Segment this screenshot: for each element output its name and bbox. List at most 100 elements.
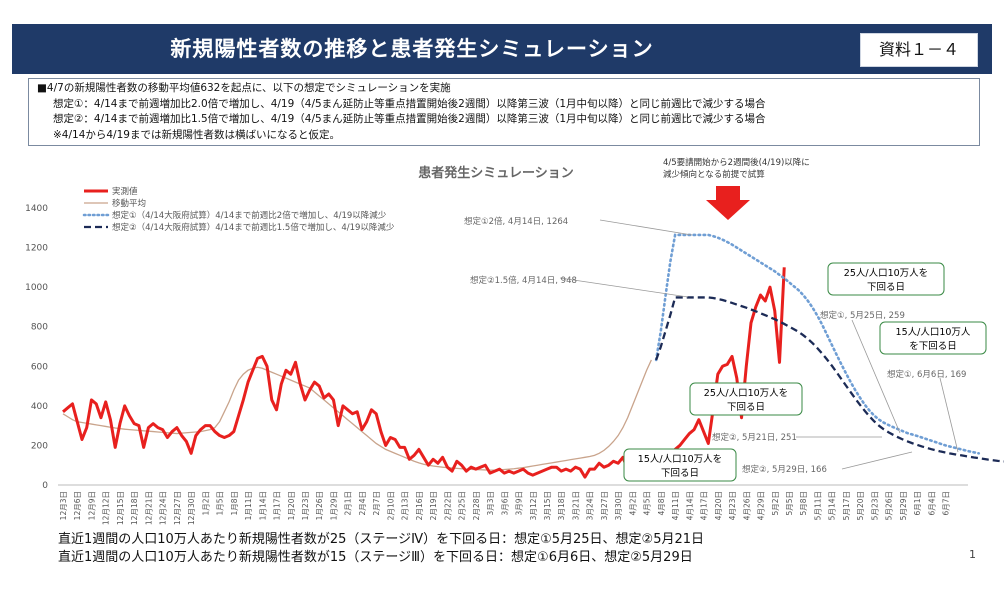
- x-tick-label: 3月6日: [500, 491, 509, 516]
- y-tick-label: 600: [31, 362, 48, 372]
- label-s1-25: 想定①, 5月25日, 259: [820, 310, 905, 321]
- callout-s1-15-line1: 15人/人口10万人: [896, 327, 971, 338]
- x-tick-label: 12月18日: [130, 491, 139, 525]
- down-arrow-icon: [706, 186, 750, 220]
- y-tick-label: 1400: [25, 204, 48, 214]
- x-tick-label: 5月8日: [799, 491, 808, 516]
- note-line: 想定②：4/14まで前週増加比1.5倍で増加し、4/19（4/5まん延防止等重点…: [53, 113, 766, 125]
- x-tick-label: 1月20日: [287, 491, 296, 520]
- note-line: ※4/14から4/19までは新規陽性者数は横ばいになると仮定。: [53, 128, 340, 141]
- x-tick-label: 4月29日: [757, 491, 766, 520]
- x-tick-label: 2月28日: [472, 491, 481, 520]
- x-tick-label: 5月14日: [828, 491, 837, 520]
- x-tick-label: 1月8日: [230, 491, 239, 516]
- actual-cases-line: [62, 267, 786, 479]
- x-tick-label: 2月22日: [443, 491, 452, 520]
- annotation-leaders: [559, 219, 959, 470]
- arrow-note-line2: 減少傾向となる前提で試算: [663, 169, 765, 180]
- leader-s1-15: [939, 377, 959, 453]
- legend-label-actual: 実測値: [112, 186, 138, 197]
- x-tick-label: 2月16日: [415, 491, 424, 520]
- callout-s2-25-line2: 下回る日: [727, 402, 765, 413]
- legend-label-moving-average: 移動平均: [112, 198, 146, 209]
- callout-s1-25-line1: 25人/人口10万人を: [844, 268, 928, 279]
- footer-summary: 直近1週間の人口10万人あたり新規陽性者数が25（ステージⅣ）を下回る日：想定①…: [58, 531, 704, 567]
- x-tick-label: 5月20日: [856, 491, 865, 520]
- x-tick-label: 3月3日: [486, 491, 495, 516]
- x-tick-label: 1月17日: [273, 491, 282, 520]
- callout-s1-15-line2: を下回る日: [909, 341, 957, 352]
- x-tick-label: 1月29日: [329, 491, 338, 520]
- x-tick-label: 3月9日: [515, 491, 524, 516]
- y-tick-label: 1000: [25, 283, 48, 293]
- scenario1-line: [654, 233, 981, 455]
- x-tick-label: 4月17日: [700, 491, 709, 520]
- x-tick-label: 3月21日: [571, 491, 580, 520]
- x-tick-label: 1月11日: [244, 491, 253, 520]
- x-tick-label: 4月26日: [742, 491, 751, 520]
- title-bar: 新規陽性者数の推移と患者発生シミュレーション 資料１－４: [12, 24, 992, 74]
- x-tick-label: 3月27日: [600, 491, 609, 520]
- x-tick-label: 5月29日: [899, 491, 908, 520]
- x-tick-label: 4月8日: [657, 491, 666, 516]
- x-tick-label: 6月7日: [942, 491, 951, 516]
- label-s2-15: 想定②, 5月29日, 166: [742, 464, 827, 475]
- x-tick-label: 1月23日: [301, 491, 310, 520]
- leader-peak1: [599, 219, 693, 236]
- y-axis-ticks: 0 200 400 600 800 1000 1200 1400: [25, 204, 48, 491]
- note-line: 想定①：4/14まで前週増加比2.0倍で増加し、4/19（4/5まん延防止等重点…: [53, 97, 766, 110]
- label-s2-25: 想定②, 5月21日, 251: [712, 432, 797, 443]
- x-tick-label: 12月3日: [59, 491, 68, 520]
- x-tick-label: 1月26日: [315, 491, 324, 520]
- legend-label-scenario2: 想定②（4/14大阪府試算）4/14まで前週比1.5倍で増加し、4/19以降減少: [112, 222, 395, 233]
- leader-s1-25: [851, 319, 901, 434]
- callout-s1-15: 15人/人口10万人 を下回る日: [879, 321, 987, 355]
- page-number: 1: [969, 548, 976, 561]
- chart-title: 患者発生シミュレーション: [418, 165, 573, 181]
- footer-line-stage4: 直近1週間の人口10万人あたり新規陽性者数が25（ステージⅣ）を下回る日：想定①…: [58, 532, 705, 547]
- label-peak1: 想定①2倍, 4月14日, 1264: [464, 216, 568, 227]
- x-tick-label: 2月4日: [358, 491, 367, 516]
- x-tick-label: 2月7日: [372, 491, 381, 516]
- leader-peak2: [559, 277, 689, 298]
- x-tick-label: 12月9日: [87, 491, 96, 520]
- moving-average-line: [62, 359, 652, 471]
- document-label: 資料１－４: [860, 33, 978, 67]
- callout-s1-25-line2: 下回る日: [867, 282, 905, 293]
- x-tick-label: 2月13日: [401, 491, 410, 520]
- x-tick-label: 3月12日: [529, 491, 538, 520]
- x-tick-label: 4月2日: [628, 491, 637, 516]
- label-s1-15: 想定①, 6月6日, 169: [887, 369, 966, 380]
- x-tick-label: 6月4日: [927, 491, 936, 516]
- x-tick-label: 12月27日: [173, 491, 182, 525]
- x-tick-label: 2月25日: [458, 491, 467, 520]
- y-tick-label: 1200: [25, 244, 48, 254]
- x-tick-label: 5月23日: [870, 491, 879, 520]
- x-tick-label: 12月6日: [73, 491, 82, 520]
- callout-s2-25-line1: 25人/人口10万人を: [704, 388, 788, 399]
- x-tick-label: 1月14日: [258, 491, 267, 520]
- x-tick-label: 12月12日: [102, 491, 111, 525]
- legend-label-scenario1: 想定①（4/14大阪府試算）4/14まで前週比2倍で増加し、4/19以降減少: [112, 210, 387, 221]
- y-tick-label: 800: [31, 323, 48, 333]
- x-tick-label: 12月21日: [144, 491, 153, 525]
- x-tick-label: 4月23日: [728, 491, 737, 520]
- callout-s2-25: 25人/人口10万人を 下回る日: [689, 382, 803, 416]
- x-tick-label: 2月19日: [429, 491, 438, 520]
- x-tick-label: 4月20日: [714, 491, 723, 520]
- scenario2-line: [655, 296, 1004, 463]
- assumption-notes: ■4/7の新規陽性者数の移動平均値632を起点に、以下の想定でシミュレーションを…: [28, 78, 980, 146]
- simulation-chart: 患者発生シミュレーション 実測値 移動平均 想定①（4/14大阪府試算）4/14…: [25, 157, 1004, 525]
- x-tick-label: 5月26日: [885, 491, 894, 520]
- footer-line-stage3: 直近1週間の人口10万人あたり新規陽性者数が15（ステージⅢ）を下回る日：想定①…: [58, 550, 693, 565]
- callout-s1-25: 25人/人口10万人を 下回る日: [827, 262, 945, 296]
- x-axis-ticks: 12月3日 12月6日 12月9日 12月12日 12月15日 12月18日 12月21日 1…: [59, 491, 951, 525]
- arrow-note-line1: 4/5要請開始から2週間後(4/19)以降に: [663, 157, 810, 168]
- x-tick-label: 12月15日: [116, 491, 125, 525]
- x-tick-label: 5月2日: [771, 491, 780, 516]
- x-tick-label: 12月24日: [159, 491, 168, 525]
- callout-s2-15: 15人/人口10万人を 下回る日: [623, 448, 737, 482]
- x-tick-label: 5月5日: [785, 491, 794, 516]
- note-line: ■4/7の新規陽性者数の移動平均値632を起点に、以下の想定でシミュレーションを…: [37, 82, 451, 94]
- x-tick-label: 5月17日: [842, 491, 851, 520]
